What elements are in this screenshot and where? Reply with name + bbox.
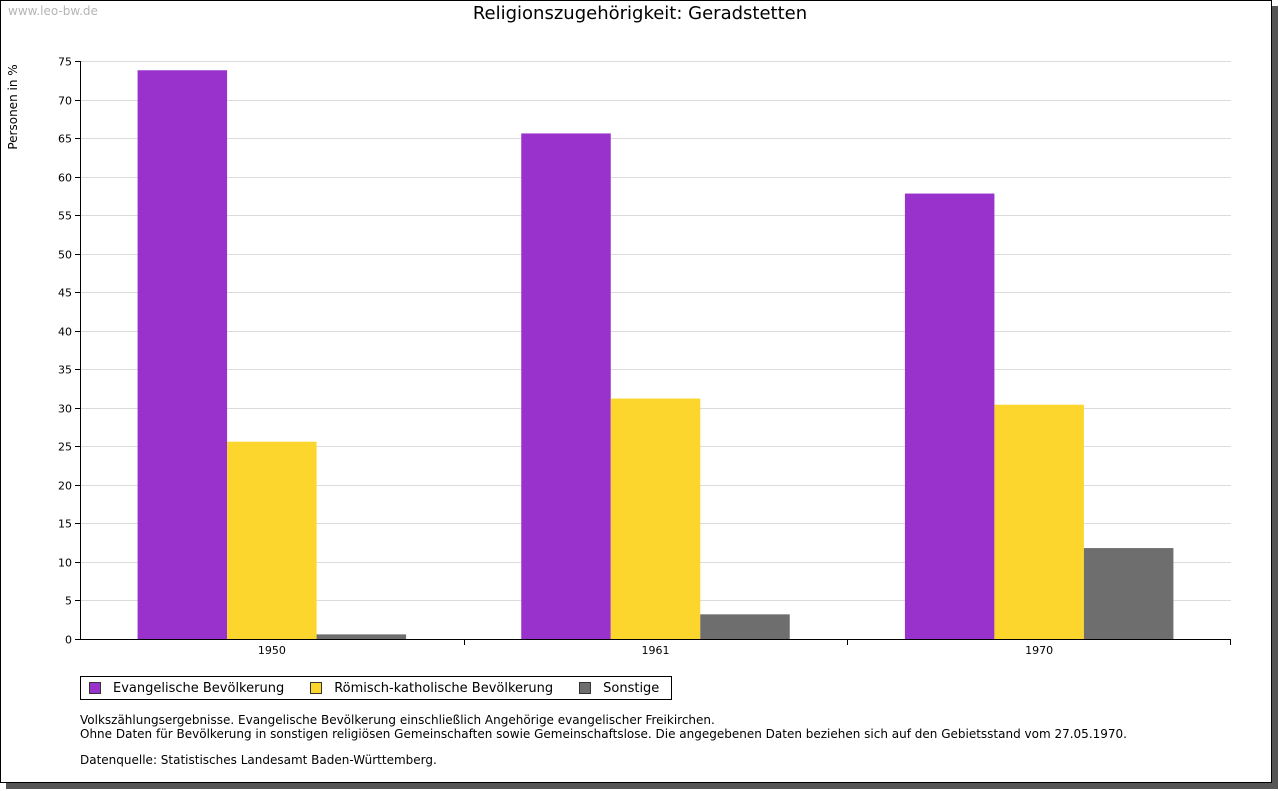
y-tick-label: 75 [58, 56, 72, 69]
y-tick-label: 35 [58, 364, 72, 377]
legend-item: Evangelische Bevölkerung [89, 681, 284, 696]
x-tick-label: 1961 [642, 644, 670, 657]
legend-swatch [89, 682, 101, 694]
axis-layer: 0 5 10 15 20 25 30 35 40 45 50 55 60 65 70 75 1950 1961 19… [58, 56, 1231, 657]
bar-r-misch-katholische-bev-lkerung-1961 [610, 398, 701, 639]
notes: Volkszählungsergebnisse. Evangelische Be… [80, 713, 1127, 741]
legend-item: Römisch-katholische Bevölkerung [310, 681, 553, 696]
frame-shadow-bottom [6, 783, 1278, 789]
y-tick-label: 70 [58, 95, 72, 108]
bar-evangelische-bev-lkerung-1970 [904, 193, 995, 639]
bars-layer [137, 70, 1174, 640]
y-tick-label: 15 [58, 518, 72, 531]
watermark: www.leo-bw.de [8, 4, 98, 18]
y-axis-label: Personen in % [6, 64, 20, 149]
legend-label: Sonstige [603, 680, 660, 696]
y-tick-label: 65 [58, 133, 72, 146]
y-tick-label: 55 [58, 210, 72, 223]
bar-sonstige-1961 [700, 614, 790, 639]
bar-r-misch-katholische-bev-lkerung-1970 [994, 404, 1084, 639]
y-tick-label: 25 [58, 441, 72, 454]
y-tick-label: 60 [58, 172, 72, 185]
legend-label: Evangelische Bevölkerung [113, 680, 285, 696]
bar-r-misch-katholische-bev-lkerung-1950 [227, 441, 317, 639]
y-tick-label: 10 [58, 557, 72, 570]
legend-swatch [310, 682, 323, 694]
y-tick-label: 0 [65, 634, 72, 647]
source-note: Datenquelle: Statistisches Landesamt Bad… [80, 753, 437, 767]
note-line-2: Ohne Daten für Bevölkerung in sonstigen … [80, 727, 1127, 741]
legend-item: Sonstige [579, 681, 659, 696]
y-tick-label: 40 [58, 326, 72, 339]
y-tick-label: 20 [58, 480, 72, 493]
chart-title: Religionszugehörigkeit: Geradstetten [472, 3, 808, 24]
x-tick-label: 1950 [258, 644, 286, 657]
note-line-1: Volkszählungsergebnisse. Evangelische Be… [80, 713, 715, 727]
legend-swatch [579, 682, 592, 694]
bar-evangelische-bev-lkerung-1961 [521, 133, 611, 639]
frame-shadow-right [1272, 6, 1278, 789]
bar-sonstige-1970 [1083, 548, 1174, 639]
y-tick-label: 30 [58, 403, 72, 416]
legend: Evangelische Bevölkerung Römisch-katholis… [80, 676, 673, 700]
y-tick-label: 5 [65, 595, 72, 608]
bar-evangelische-bev-lkerung-1950 [137, 70, 228, 640]
y-tick-label: 50 [58, 249, 72, 262]
y-tick-label: 45 [58, 287, 72, 300]
legend-label: Römisch-katholische Bevölkerung [334, 680, 554, 696]
bar-sonstige-1950 [316, 634, 407, 639]
x-tick-label: 1970 [1025, 644, 1053, 657]
